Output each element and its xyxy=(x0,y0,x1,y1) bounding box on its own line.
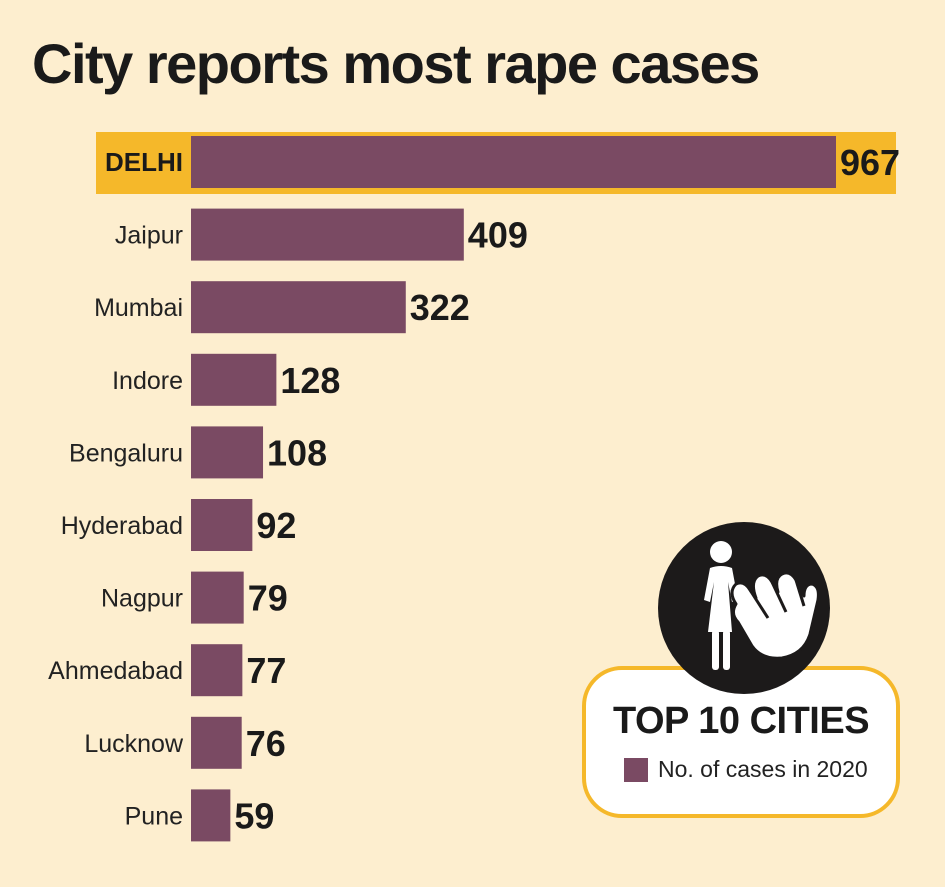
category-label: Nagpur xyxy=(101,585,183,613)
value-label: 967 xyxy=(840,142,900,183)
value-label: 77 xyxy=(246,650,286,691)
value-label: 108 xyxy=(267,432,327,473)
category-label: Pune xyxy=(125,802,183,830)
bar-nagpur xyxy=(191,571,244,624)
legend-card: TOP 10 CITIES No. of cases in 2020 xyxy=(582,666,900,818)
chart-title: City reports most rape cases xyxy=(32,32,760,95)
value-label: 322 xyxy=(410,287,470,328)
category-label: Bengaluru xyxy=(69,439,183,467)
category-label: Jaipur xyxy=(115,222,183,250)
bar-jaipur xyxy=(191,208,464,261)
bar-hyderabad xyxy=(191,499,253,551)
value-label: 92 xyxy=(256,505,296,546)
bar-lucknow xyxy=(191,716,242,769)
legend-title: TOP 10 CITIES xyxy=(612,700,870,742)
legend-swatch xyxy=(624,757,648,782)
bar-mumbai xyxy=(191,281,406,334)
bar-indore xyxy=(191,353,277,406)
category-label: DELHI xyxy=(105,147,183,177)
woman-with-stop-hand-icon xyxy=(658,522,830,694)
category-label: Lucknow xyxy=(84,730,184,758)
value-label: 59 xyxy=(234,795,274,836)
bar-ahmedabad xyxy=(191,644,243,697)
category-label: Mumbai xyxy=(94,294,183,322)
category-label: Ahmedabad xyxy=(48,657,183,685)
category-label: Indore xyxy=(112,367,183,395)
value-label: 76 xyxy=(246,723,286,764)
legend-label: No. of cases in 2020 xyxy=(658,756,868,782)
category-label: Hyderabad xyxy=(61,512,183,540)
bar-pune xyxy=(191,789,231,842)
value-label: 79 xyxy=(248,578,288,619)
value-label: 128 xyxy=(280,360,340,401)
legend-entry: No. of cases in 2020 xyxy=(624,756,868,783)
value-label: 409 xyxy=(468,215,528,256)
bar-delhi xyxy=(191,136,836,188)
bar-bengaluru xyxy=(191,426,264,479)
